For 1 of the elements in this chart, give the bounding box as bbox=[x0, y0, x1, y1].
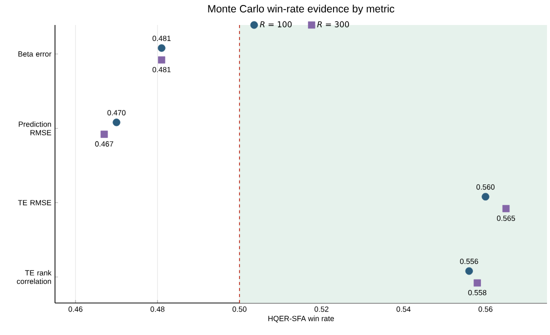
chart-title: Monte Carlo win-rate evidence by metric bbox=[208, 4, 394, 15]
